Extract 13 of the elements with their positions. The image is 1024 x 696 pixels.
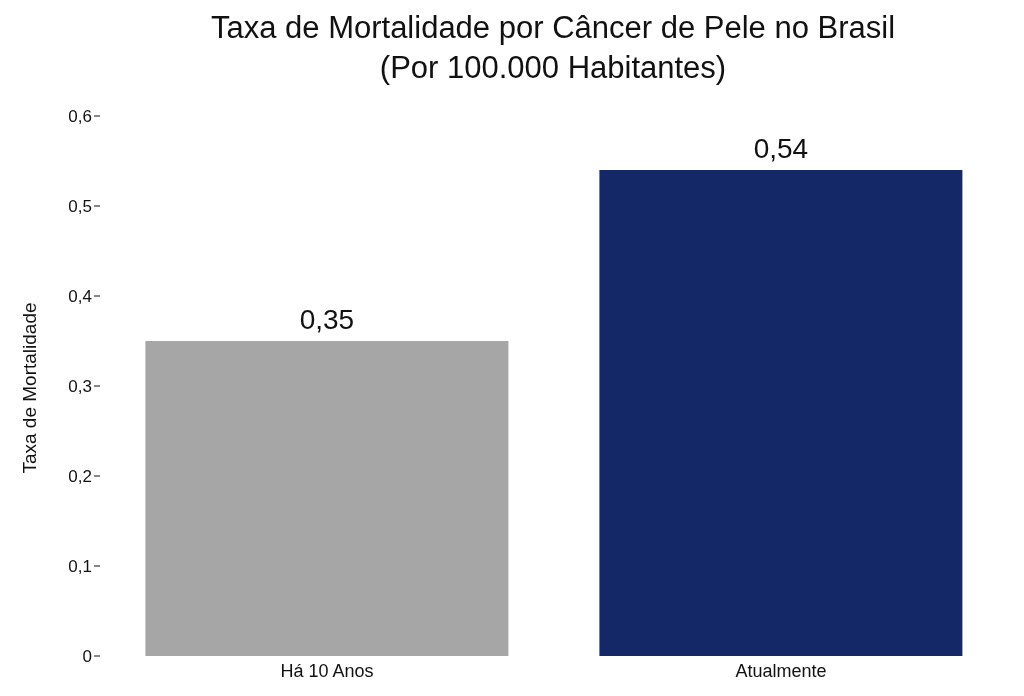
y-tick-label: 0,1 bbox=[68, 557, 92, 577]
y-tick-label: 0,6 bbox=[68, 107, 92, 127]
y-tick-label: 0,4 bbox=[68, 287, 92, 307]
y-tick-label: 0,5 bbox=[68, 197, 92, 217]
x-tick-label: Há 10 Anos bbox=[280, 660, 374, 681]
y-tick-label: 0,3 bbox=[68, 377, 92, 397]
x-tick-label: Atualmente bbox=[735, 660, 827, 681]
data-label: 0,54 bbox=[753, 133, 809, 164]
y-tick-label: 0,2 bbox=[68, 467, 92, 487]
chart-title: Taxa de Mortalidade por Câncer de Pele no Brasil (Por 100.000 Habitantes) bbox=[209, 9, 897, 87]
data-label: 0,35 bbox=[299, 304, 355, 335]
y-axis-title: Taxa de Mortalidade bbox=[19, 302, 41, 474]
y-tick-label: 0 bbox=[82, 647, 92, 667]
